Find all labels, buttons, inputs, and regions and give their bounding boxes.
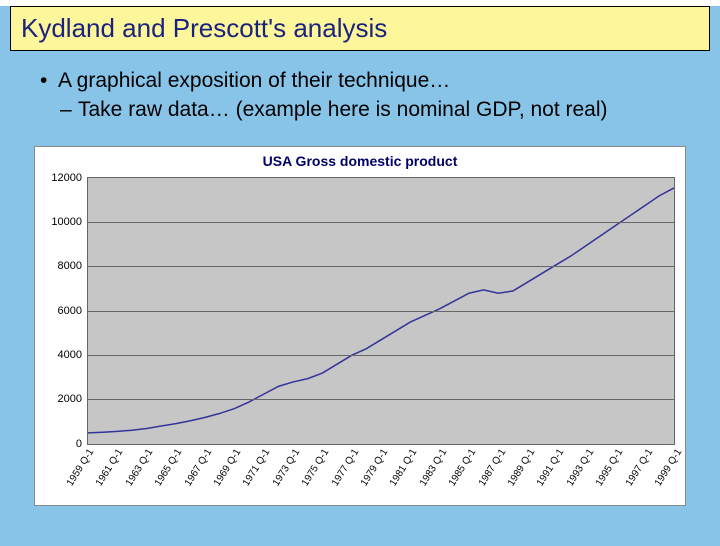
bullet-2-text: Take raw data… (example here is nominal …	[78, 98, 608, 121]
x-axis-label: 1959 Q-1	[65, 447, 96, 488]
x-axis-label: 1979 Q-1	[359, 447, 390, 488]
x-axis-label: 1999 Q-1	[653, 447, 684, 488]
gridline-h	[88, 355, 674, 356]
y-axis-label: 6000	[58, 305, 82, 317]
y-axis-label: 4000	[58, 349, 82, 361]
x-axis-label: 1989 Q-1	[506, 447, 537, 488]
slide: Kydland and Prescott's analysis A graphi…	[0, 6, 720, 546]
x-axis-label: 1995 Q-1	[594, 447, 625, 488]
gridline-h	[88, 311, 674, 312]
x-axis-label: 1965 Q-1	[153, 447, 184, 488]
x-axis-label: 1961 Q-1	[94, 447, 125, 488]
x-axis-labels: 1959 Q-11961 Q-11963 Q-11965 Q-11967 Q-1…	[87, 445, 675, 505]
gridline-h	[88, 399, 674, 400]
y-axis-label: 8000	[58, 260, 82, 272]
y-axis-label: 12000	[51, 172, 82, 184]
bullet-level-2: Take raw data… (example here is nominal …	[40, 96, 700, 123]
x-axis-label: 1977 Q-1	[329, 447, 360, 488]
y-axis-label: 2000	[58, 393, 82, 405]
chart-container: USA Gross domestic product 0200040006000…	[34, 146, 686, 506]
x-axis-label: 1983 Q-1	[418, 447, 449, 488]
x-axis-label: 1967 Q-1	[182, 447, 213, 488]
title-text: Kydland and Prescott's analysis	[21, 13, 387, 43]
plot-outer: 020004000600080001000012000	[87, 177, 675, 445]
x-axis-label: 1971 Q-1	[241, 447, 272, 488]
y-axis-label: 10000	[51, 216, 82, 228]
gridline-h	[88, 266, 674, 267]
x-axis-label: 1985 Q-1	[447, 447, 478, 488]
bullet-list: A graphical exposition of their techniqu…	[0, 51, 720, 134]
chart-title: USA Gross domestic product	[35, 153, 685, 169]
x-axis-label: 1963 Q-1	[124, 447, 155, 488]
x-axis-label: 1991 Q-1	[535, 447, 566, 488]
x-axis-label: 1969 Q-1	[212, 447, 243, 488]
x-axis-label: 1997 Q-1	[623, 447, 654, 488]
x-axis-label: 1975 Q-1	[300, 447, 331, 488]
bullet-1-text: A graphical exposition of their techniqu…	[58, 69, 450, 92]
gridline-h	[88, 222, 674, 223]
plot-area: 020004000600080001000012000	[87, 177, 675, 445]
title-bar: Kydland and Prescott's analysis	[10, 6, 710, 51]
x-axis-label: 1987 Q-1	[476, 447, 507, 488]
y-axis-label: 0	[76, 438, 82, 450]
x-axis-label: 1993 Q-1	[565, 447, 596, 488]
x-axis-label: 1981 Q-1	[388, 447, 419, 488]
bullet-level-1: A graphical exposition of their techniqu…	[40, 67, 700, 94]
x-axis-label: 1973 Q-1	[271, 447, 302, 488]
